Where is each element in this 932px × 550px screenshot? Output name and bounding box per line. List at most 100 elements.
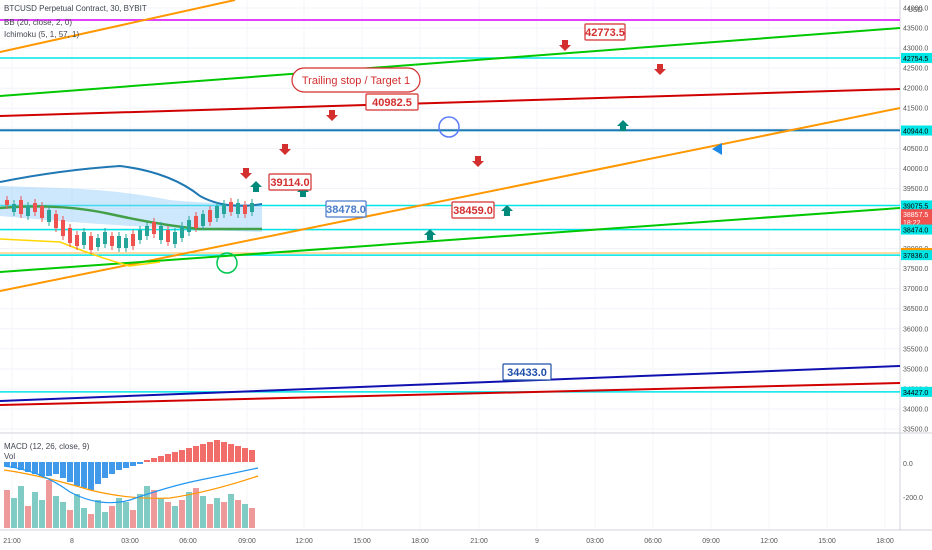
candle bbox=[103, 232, 107, 244]
macd-tick: -200.0 bbox=[903, 495, 923, 502]
candle bbox=[243, 205, 247, 214]
x-tick-label: 15:00 bbox=[818, 538, 836, 545]
sell-arrow bbox=[472, 156, 484, 167]
volume-bar bbox=[186, 492, 192, 528]
x-tick-label: 18:00 bbox=[876, 538, 894, 545]
macd-histogram bbox=[144, 460, 150, 462]
price-callout-box bbox=[365, 93, 419, 111]
price-tag bbox=[901, 224, 932, 235]
y-tick-label: 35000.0 bbox=[903, 366, 928, 373]
candle bbox=[215, 206, 219, 218]
price-tag-label: 42754.5 bbox=[903, 56, 928, 63]
x-tick-label: 21:00 bbox=[470, 538, 488, 545]
y-tick-label: 34000.0 bbox=[903, 406, 928, 413]
sell-arrow bbox=[240, 168, 252, 179]
buy-arrow bbox=[297, 186, 309, 197]
price-tag bbox=[901, 52, 932, 63]
candle bbox=[187, 220, 191, 232]
y-tick-label: 43500.0 bbox=[903, 26, 928, 33]
buy-arrow bbox=[424, 229, 436, 240]
price-tag-label: 38857.5 bbox=[903, 212, 928, 219]
trend-line bbox=[0, 365, 901, 402]
volume-bar bbox=[123, 502, 129, 528]
trend-line bbox=[0, 207, 901, 273]
price-tag-label: 37836.0 bbox=[903, 253, 928, 260]
buy-arrow bbox=[250, 181, 262, 192]
volume-bar bbox=[214, 498, 220, 528]
time-axis[interactable]: 21:00 8 03:00 06:00 09:00 12:00 15:00 18:00 21:0… bbox=[3, 538, 894, 545]
macd-histogram bbox=[18, 462, 24, 470]
volume-bar bbox=[81, 508, 87, 528]
macd-histogram bbox=[228, 444, 234, 462]
macd-histogram bbox=[74, 462, 80, 486]
price-tag-label: 18:22 bbox=[903, 220, 921, 227]
candle bbox=[75, 235, 79, 246]
annotation-text: Trailing stop / Target 1 bbox=[302, 75, 410, 87]
candle bbox=[229, 202, 233, 212]
currency-label: USD bbox=[908, 7, 923, 14]
price-tag bbox=[901, 250, 932, 261]
volume-bar bbox=[221, 502, 227, 528]
candle bbox=[89, 236, 93, 250]
indicator-bb: BB (20, close, 2, 0) bbox=[4, 18, 73, 27]
vol-title: Vol bbox=[4, 452, 16, 461]
candle bbox=[180, 226, 184, 238]
sell-arrow bbox=[559, 40, 571, 51]
x-tick-label: 12:00 bbox=[760, 538, 778, 545]
price-callout-box bbox=[584, 23, 626, 41]
price-callout-box bbox=[268, 173, 312, 191]
volume-bar bbox=[74, 494, 80, 528]
trend-line bbox=[0, 27, 901, 97]
volume-bar bbox=[4, 490, 10, 528]
x-tick-label: 18:00 bbox=[411, 538, 429, 545]
candle bbox=[68, 228, 72, 243]
price-tag bbox=[901, 125, 932, 136]
volume-bar bbox=[95, 500, 101, 528]
macd-histogram bbox=[249, 450, 255, 462]
yellow-line bbox=[0, 238, 161, 267]
y-tick-label: 36000.0 bbox=[903, 326, 928, 333]
candle bbox=[250, 203, 254, 212]
macd-histogram bbox=[130, 462, 136, 466]
annotation-bubble bbox=[291, 67, 421, 93]
macd-histogram bbox=[123, 462, 129, 468]
candle bbox=[166, 230, 170, 242]
price-callout-label: 39114.0 bbox=[270, 177, 309, 189]
y-tick-label: 33500.0 bbox=[903, 427, 928, 434]
macd-histogram bbox=[165, 454, 171, 462]
candle bbox=[54, 214, 58, 228]
x-tick-label: 03:00 bbox=[121, 538, 139, 545]
volume-bar bbox=[130, 510, 136, 528]
candle bbox=[124, 238, 128, 248]
price-tag-label: 34427.0 bbox=[903, 390, 928, 397]
candle bbox=[47, 210, 51, 222]
volume-bar bbox=[137, 494, 143, 528]
price-tag bbox=[901, 386, 932, 397]
candle bbox=[145, 226, 149, 236]
candle bbox=[236, 203, 240, 214]
x-tick-label: 06:00 bbox=[179, 538, 197, 545]
x-tick-label: 06:00 bbox=[644, 538, 662, 545]
macd-histogram bbox=[242, 448, 248, 462]
price-axis[interactable]: 44000.0 43500.0 43000.0 42500.0 42000.0 41500… bbox=[901, 6, 932, 503]
price-tag bbox=[901, 200, 932, 211]
volume-bar bbox=[102, 512, 108, 528]
macd-histogram bbox=[67, 462, 73, 482]
price-callout-label: 38459.0 bbox=[453, 205, 493, 217]
price-tag-label: 40944.0 bbox=[903, 129, 928, 136]
volume-bar bbox=[179, 500, 185, 528]
volume-bar bbox=[25, 506, 31, 528]
price-tag bbox=[901, 217, 932, 228]
macd-histogram bbox=[137, 462, 143, 464]
y-tick-label: 39500.0 bbox=[903, 186, 928, 193]
candle bbox=[33, 203, 37, 212]
sell-arrow bbox=[279, 144, 291, 155]
candle bbox=[117, 236, 121, 248]
macd-histogram bbox=[4, 462, 10, 466]
macd-histogram bbox=[172, 452, 178, 462]
price-tag bbox=[901, 209, 932, 220]
candle bbox=[201, 214, 205, 226]
buy-arrow bbox=[617, 120, 629, 131]
